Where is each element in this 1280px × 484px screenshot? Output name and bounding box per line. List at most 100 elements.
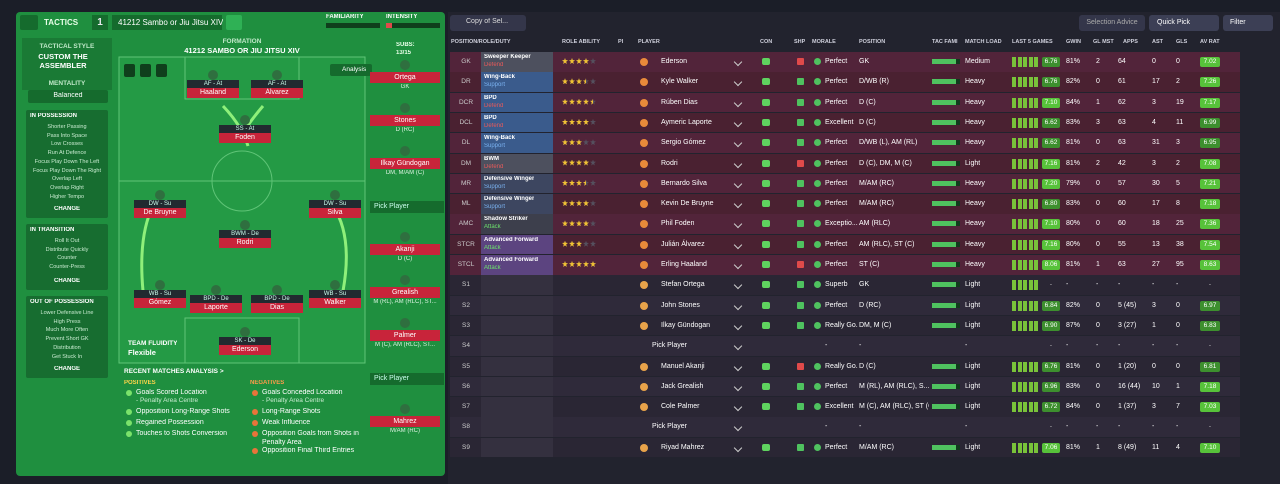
role-name: Defensive Winger [484, 196, 535, 203]
con-icon [762, 98, 770, 106]
analysis-item: Opposition Goals from Shots in Penalty A… [262, 430, 359, 446]
form-bar [1028, 300, 1033, 311]
sub-name: Akanji [370, 244, 440, 255]
form-bar [1023, 442, 1027, 453]
intensity-fill [386, 23, 392, 28]
position: D (RC) [859, 301, 881, 309]
gwin: 81% [1066, 139, 1081, 147]
shp-icon [797, 200, 804, 208]
con-icon [762, 301, 770, 309]
gwin: 81% [1066, 159, 1081, 167]
player-icon [640, 220, 648, 229]
player-icon [640, 321, 648, 330]
morale-icon [814, 179, 821, 187]
star [576, 98, 582, 105]
star [562, 58, 568, 64]
tac-fami-fill [932, 444, 956, 450]
rating: 6.76 [1042, 57, 1060, 67]
column-header: MORALE [812, 39, 836, 45]
form-bar [1017, 199, 1022, 210]
match-load: Light [965, 382, 981, 390]
player-name: Walker [309, 298, 361, 308]
tac-fami-fill [932, 322, 956, 328]
form-bar [1028, 361, 1033, 372]
gl-mst: 0 [1096, 139, 1100, 147]
table-row [450, 214, 1240, 234]
change-button[interactable]: CHANGE [53, 206, 80, 212]
subs-count: 13/15 [396, 50, 412, 56]
match-load: Light [965, 321, 981, 329]
role-cell [481, 255, 553, 275]
apps: - [1118, 423, 1121, 431]
analysis-item: Long-Range Shots [262, 408, 321, 415]
shp-icon [797, 261, 804, 268]
player-shirt [240, 220, 250, 230]
tac-fami-fill [932, 221, 956, 227]
player-name: Erling Haaland [661, 261, 707, 268]
analysis-label[interactable]: Analysis [342, 66, 367, 73]
apps: 42 [1118, 159, 1126, 167]
player-icon [640, 443, 648, 452]
star [590, 139, 596, 146]
gl-mst: 1 [1096, 261, 1100, 268]
gls: 0 [1176, 321, 1180, 329]
form-bar [1012, 402, 1016, 413]
advice-button[interactable]: Selection Advice [1079, 15, 1145, 31]
player-shirt [272, 285, 282, 295]
rating: 6.76 [1042, 361, 1060, 372]
ast: 17 [1152, 200, 1160, 208]
role-name: BPD [484, 114, 497, 121]
gls: 7 [1176, 403, 1180, 411]
star [569, 139, 575, 146]
duty: Attack [484, 224, 501, 231]
rating: 7.21 [1200, 178, 1220, 189]
form-bar [1017, 178, 1022, 189]
sub-name: Mahrez [370, 416, 440, 427]
table-row [450, 336, 1240, 356]
gwin: 84% [1066, 98, 1081, 106]
match-load: Heavy [965, 139, 985, 147]
view-label[interactable]: Copy of Sel... [466, 18, 509, 25]
analysis-item: Opposition Final Third Entries [262, 447, 355, 454]
form-bar [1023, 97, 1027, 108]
add-button [226, 15, 242, 30]
sub-position: D (C) [397, 256, 413, 262]
match-load: Heavy [965, 240, 985, 248]
position: GK [859, 58, 870, 65]
star [590, 58, 596, 64]
analysis-icon [126, 431, 132, 437]
apps: - [1118, 281, 1121, 289]
role-cell [481, 397, 553, 417]
rating: 6.72 [1042, 402, 1060, 413]
form-bar [1034, 57, 1038, 67]
gl-mst: 2 [1096, 159, 1100, 167]
change-button[interactable]: CHANGE [53, 366, 80, 372]
column-header: PLAYER [638, 39, 660, 45]
shp-icon [797, 159, 804, 167]
morale-icon [814, 281, 821, 289]
star [576, 118, 582, 125]
player-name: Laporte [190, 303, 242, 313]
ast: 10 [1152, 382, 1160, 390]
pick-player[interactable]: Pick Player [370, 201, 444, 213]
gl-mst: - [1096, 281, 1099, 289]
slot: DCL [459, 118, 473, 126]
change-button[interactable]: CHANGE [53, 278, 80, 284]
rating: 6.90 [1042, 320, 1060, 331]
star [569, 98, 575, 105]
morale: Perfect [825, 159, 848, 167]
apps: 16 (44) [1118, 382, 1141, 390]
form-bar [1034, 199, 1038, 210]
instruction: Higher Tempo [49, 193, 85, 200]
slot: DR [461, 78, 471, 86]
form-bar [1028, 381, 1033, 392]
slot: DM [460, 159, 472, 167]
pick-player[interactable]: Pick Player [370, 373, 444, 385]
gwin: 80% [1066, 220, 1081, 228]
gwin: 82% [1066, 78, 1081, 86]
quick-pick-button[interactable]: Quick Pick [1149, 15, 1219, 31]
shp-icon [797, 220, 804, 228]
form-bar [1034, 239, 1038, 250]
filter-button[interactable]: Filter [1223, 15, 1273, 31]
tac-fami-fill [932, 140, 956, 146]
